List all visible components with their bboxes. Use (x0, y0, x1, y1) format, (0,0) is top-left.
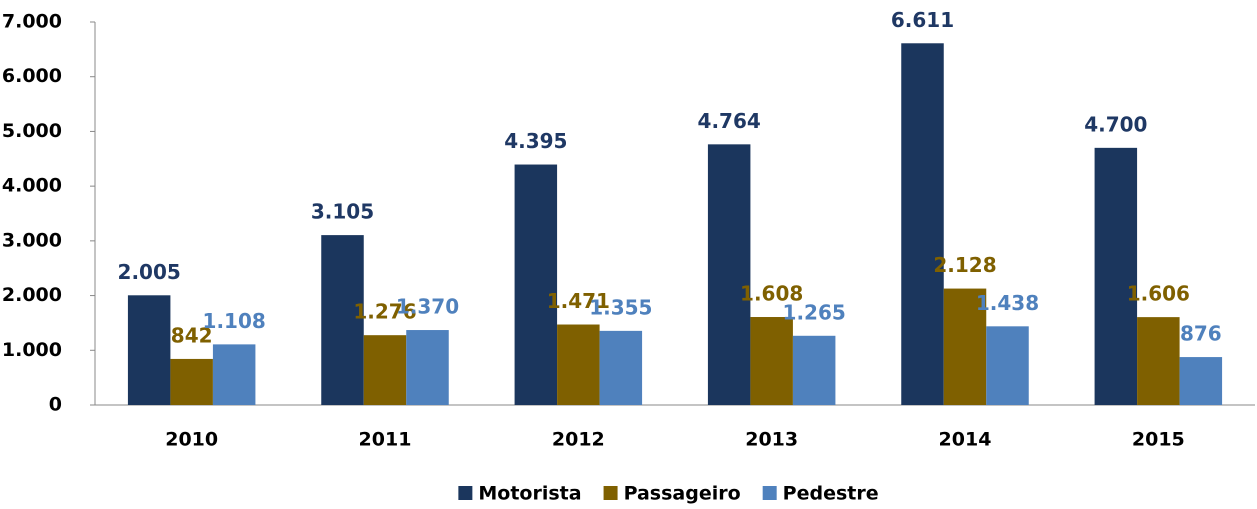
data-label: 842 (171, 323, 213, 347)
data-label: 876 (1180, 322, 1222, 346)
legend-label: Pedestre (783, 483, 879, 505)
bar (1094, 147, 1138, 406)
bar (514, 164, 558, 405)
legend-label: Motorista (478, 483, 581, 505)
bar (1179, 357, 1223, 405)
data-label: 2.128 (933, 253, 996, 277)
x-tick-label: 2015 (1132, 429, 1185, 451)
data-label: 3.105 (311, 200, 374, 224)
x-tick-label: 2010 (165, 429, 218, 451)
legend-swatch (458, 486, 473, 500)
bar (321, 235, 364, 405)
y-tick-label: 3.000 (2, 229, 62, 251)
data-label: 1.276 (353, 300, 416, 324)
data-label: 1.471 (547, 289, 610, 313)
bar (1137, 317, 1180, 405)
bar (943, 288, 987, 405)
data-label: 1.608 (740, 282, 803, 306)
bar (406, 330, 449, 405)
bar (792, 335, 836, 405)
data-label: 1.370 (396, 295, 459, 319)
bar (707, 144, 751, 406)
data-label: 1.438 (976, 291, 1039, 315)
y-tick-label: 5.000 (2, 120, 62, 142)
data-label: 1.265 (783, 300, 846, 324)
y-tick-label: 0 (49, 394, 62, 416)
data-label: 2.005 (118, 260, 181, 284)
x-tick-label: 2013 (745, 429, 798, 451)
bar (557, 324, 600, 405)
y-tick-label: 1.000 (2, 339, 62, 361)
bar (599, 330, 643, 405)
legend-swatch (603, 486, 618, 500)
x-tick-label: 2011 (359, 429, 412, 451)
bar (212, 344, 256, 405)
y-tick-label: 6.000 (2, 65, 62, 87)
y-tick-label: 4.000 (2, 175, 62, 197)
y-tick-label: 2.000 (2, 284, 62, 306)
bar (750, 317, 793, 405)
bar (363, 335, 407, 405)
data-label: 1.108 (203, 309, 266, 333)
legend-label: Passageiro (624, 483, 741, 505)
y-tick-label: 7.000 (2, 11, 62, 33)
bar (127, 295, 171, 405)
data-label: 4.764 (698, 109, 761, 133)
data-label: 4.395 (504, 129, 567, 153)
data-label: 1.355 (589, 295, 652, 319)
x-tick-label: 2014 (939, 429, 992, 451)
legend-swatch (762, 486, 777, 500)
data-label: 4.700 (1084, 112, 1147, 136)
bar (986, 326, 1029, 405)
bar (170, 358, 213, 405)
data-label: 6.611 (891, 8, 954, 32)
data-label: 1.606 (1127, 282, 1190, 306)
bar (901, 43, 944, 406)
x-tick-label: 2012 (552, 429, 605, 451)
